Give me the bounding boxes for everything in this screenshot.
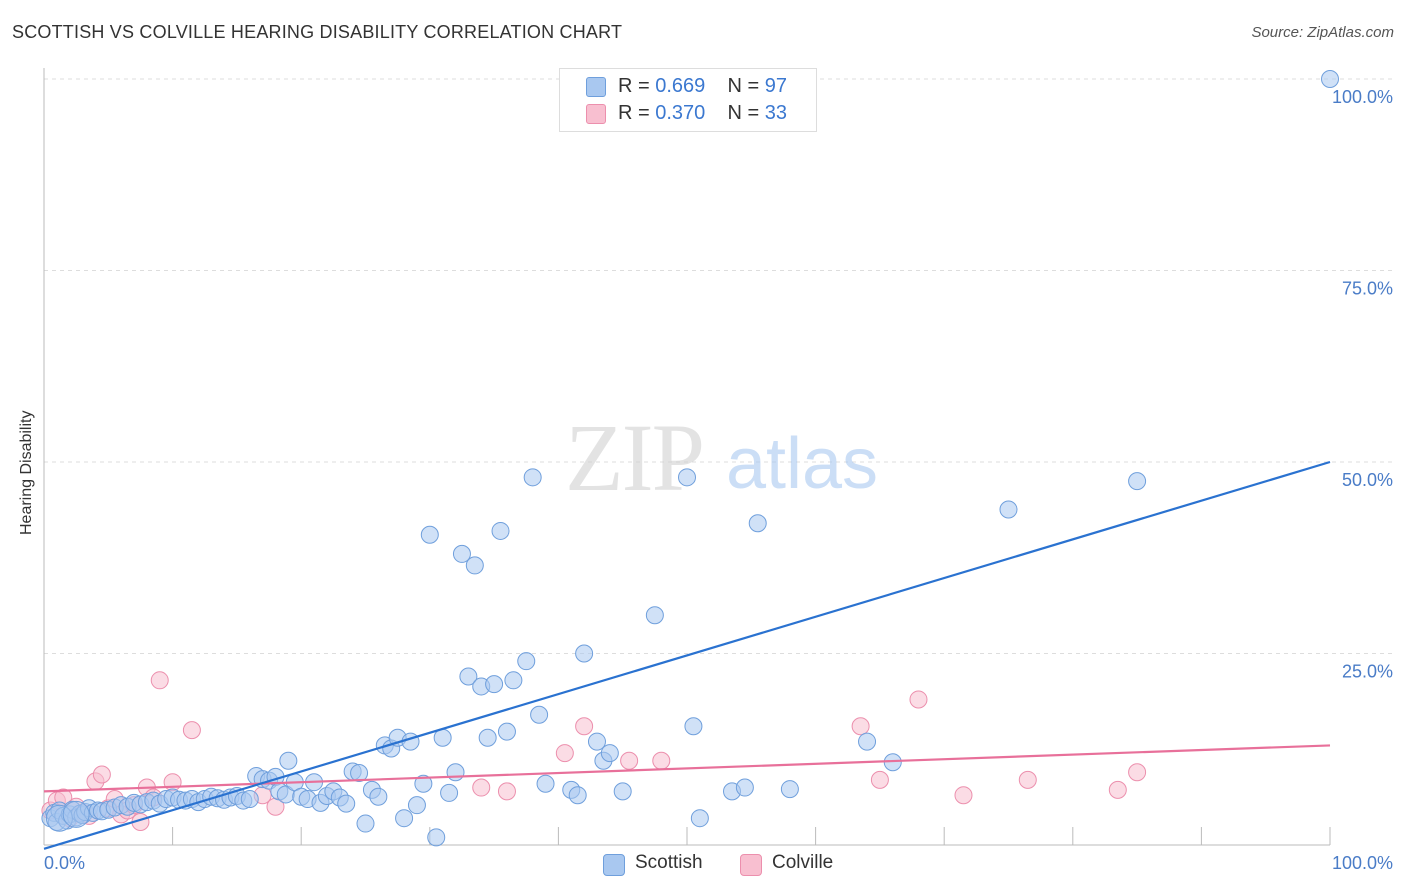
scottish-point (446, 763, 465, 782)
scottish-point (568, 786, 587, 805)
y-axis-label: Hearing Disability (18, 410, 35, 536)
x-tick-label: 100.0% (1332, 853, 1393, 873)
scottish-point (401, 732, 420, 751)
colville-point (652, 751, 671, 770)
scottish-point (684, 717, 703, 736)
y-tick-label: 50.0% (1342, 470, 1393, 490)
scottish-point (530, 705, 549, 724)
y-tick-label: 75.0% (1342, 279, 1393, 299)
colville-point (620, 751, 639, 770)
source-credit: Source: ZipAtlas.com (1251, 24, 1394, 41)
scottish-point (420, 525, 439, 544)
grid-lines (44, 78, 1395, 654)
colville-point (163, 773, 182, 792)
legend-r-value: 0.669 (655, 75, 706, 97)
scottish-point (427, 828, 446, 847)
scottish-point (407, 796, 426, 815)
scottish-point (337, 794, 356, 813)
scottish-trend-line (43, 460, 1331, 850)
scottish-legend-swatch (603, 854, 625, 876)
colville-point (1018, 770, 1037, 789)
colville-point (1128, 763, 1147, 782)
scottish-point (587, 732, 606, 751)
watermark: ZIP atlas (565, 404, 878, 511)
colville-legend-label: Colville (772, 852, 834, 873)
y-tick-label: 100.0% (1332, 87, 1393, 107)
scottish-point (748, 514, 767, 533)
scottish-point (478, 728, 497, 747)
scottish-point (645, 606, 664, 625)
colville-point (92, 765, 111, 784)
colville-point (909, 690, 928, 709)
legend-n-label: N = (727, 102, 765, 124)
legend-n-label: N = (727, 75, 765, 97)
scottish-point (517, 652, 536, 671)
scottish-swatch (586, 77, 606, 97)
legend-r-value: 0.370 (655, 102, 706, 124)
scottish-point (536, 774, 555, 793)
scottish-series (41, 70, 1339, 847)
scottish-point (575, 644, 594, 663)
colville-point (870, 770, 889, 789)
scottish-point (465, 556, 484, 575)
scottish-point (1128, 472, 1147, 491)
chart-title: SCOTTISH VS COLVILLE HEARING DISABILITY … (12, 22, 623, 42)
legend-n-value: 97 (764, 75, 788, 97)
scottish-point (485, 675, 504, 694)
series-legend: Scottish Colville (0, 852, 1406, 878)
scottish-point (279, 751, 298, 770)
colville-point (1108, 780, 1127, 799)
colville-point (497, 782, 516, 801)
scottish-point (504, 671, 523, 690)
trend-lines (43, 460, 1331, 850)
scottish-point (999, 500, 1018, 519)
scottish-point (858, 732, 877, 751)
y-tick-label: 25.0% (1342, 662, 1393, 682)
scottish-point (369, 787, 388, 806)
scottish-point (491, 521, 510, 540)
scottish-point (613, 782, 632, 801)
scottish-point (459, 667, 478, 686)
colville-point (150, 671, 169, 690)
scottish-legend-label: Scottish (635, 852, 703, 873)
scottish-point (440, 783, 459, 802)
scottish-point (497, 722, 516, 741)
colville-point (575, 717, 594, 736)
scottish-point (523, 468, 542, 487)
legend-colville-text: R = 0.370 N = 33 (618, 102, 787, 125)
legend-n-value: 33 (764, 102, 788, 124)
scottish-point (1321, 70, 1339, 88)
correlation-legend: R = 0.669 N = 97 R = 0.370 N = 33 (559, 68, 817, 132)
scottish-point (690, 809, 709, 828)
scottish-point (356, 814, 375, 833)
colville-point (954, 786, 973, 805)
watermark-atlas: atlas (726, 424, 878, 504)
colville-legend-swatch (740, 854, 762, 876)
scottish-point (735, 778, 754, 797)
colville-point (182, 721, 201, 740)
scottish-point (780, 780, 799, 799)
scottish-point (350, 763, 369, 782)
colville-point (472, 778, 491, 797)
legend-r-label: R = (618, 102, 656, 124)
legend-scottish-text: R = 0.669 N = 97 (618, 75, 787, 98)
scottish-point (678, 468, 696, 487)
colville-swatch (586, 104, 606, 124)
tick-labels: 25.0% 50.0% 75.0% 100.0% 0.0% 100.0% (44, 87, 1393, 873)
scottish-point (240, 790, 259, 809)
colville-point (555, 744, 574, 763)
colville-point (851, 717, 870, 736)
scottish-point (414, 774, 433, 793)
scottish-point (395, 809, 414, 828)
scottish-point (600, 744, 619, 763)
scottish-point (452, 544, 471, 563)
legend-r-label: R = (618, 75, 656, 97)
x-tick-label: 0.0% (44, 853, 85, 873)
scottish-cluster-point (62, 800, 90, 828)
watermark-zip: ZIP (565, 404, 703, 511)
